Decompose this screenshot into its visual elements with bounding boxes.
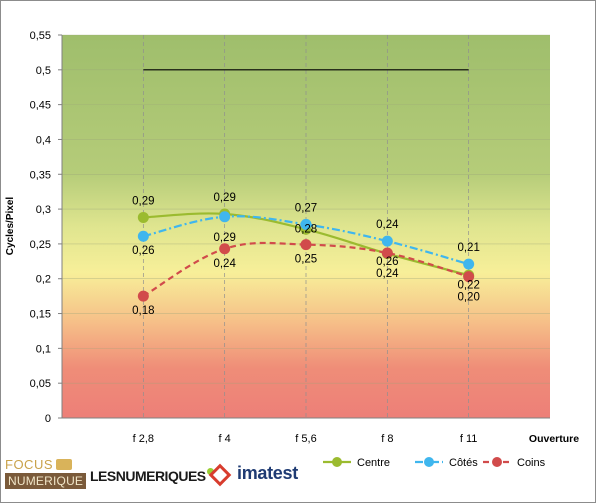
imatest-logo-text: imatest	[237, 463, 298, 483]
y-tick-label: 0,5	[36, 65, 51, 77]
data-label-layer: 0,29 0,26 0,18 0,29 0,29 0,24 0,27 0,28 0,25 0,24…	[132, 192, 480, 317]
data-label: 0,21	[457, 242, 479, 254]
legend-marker-centre	[332, 457, 342, 467]
data-label: 0,29	[213, 232, 235, 244]
data-point-coins	[381, 247, 393, 259]
logo-strip: FOCUS NUMERIQUE LESNUMERIQUES imatest	[1, 451, 331, 501]
data-point-cotes	[137, 230, 149, 242]
data-point-cotes	[381, 235, 393, 247]
data-point-cotes	[463, 258, 475, 270]
axis-layer: 0 0,05 0,1 0,15 0,2 0,25 0,3 0,35 0,4 0,45 0,5 0,55…	[30, 30, 550, 445]
x-tick-label: f 11	[460, 433, 478, 445]
data-point-cotes	[219, 211, 231, 223]
data-point-coins	[137, 290, 149, 302]
data-point-centre	[137, 211, 149, 223]
data-label: 0,24	[376, 219, 399, 231]
data-label: 0,18	[132, 305, 154, 317]
x-tick-label: f 8	[381, 433, 393, 445]
data-point-coins	[219, 243, 231, 255]
numerique-logo-text: NUMERIQUE	[5, 473, 87, 489]
x-tick-label: f 2,8	[133, 433, 154, 445]
data-label: 0,29	[213, 192, 235, 204]
data-label: 0,24	[213, 258, 236, 270]
x-axis-label: Ouverture	[529, 433, 579, 445]
y-tick-label: 0,05	[30, 378, 51, 390]
data-label: 0,29	[132, 195, 154, 207]
lesnumeriques-logo-text: LESNUMERIQUES	[90, 468, 206, 484]
focus-logo-text: FOCUS	[5, 457, 53, 472]
y-tick-label: 0,3	[36, 204, 51, 216]
data-point-cotes	[300, 218, 312, 230]
data-label: 0,26	[376, 256, 398, 268]
legend-label-cotes: Côtés	[449, 457, 478, 469]
y-tick-label: 0	[45, 413, 51, 425]
focus-numerique-logo: FOCUS NUMERIQUE	[5, 457, 87, 489]
y-axis-label: Cycles/Pixel	[5, 197, 16, 256]
data-label: 0,24	[376, 268, 399, 280]
camera-icon	[56, 459, 72, 470]
data-label: 0,20	[457, 292, 479, 304]
x-tick-label: f 4	[219, 433, 231, 445]
legend-marker-cotes	[424, 457, 434, 467]
lesnumeriques-logo: LESNUMERIQUES	[90, 468, 214, 484]
legend-marker-coins	[492, 457, 502, 467]
y-tick-label: 0,25	[30, 239, 51, 251]
y-tick-label: 0,1	[36, 343, 51, 355]
legend-label-coins: Coins	[517, 457, 546, 469]
y-tick-label: 0,45	[30, 100, 51, 112]
y-tick-label: 0,15	[30, 309, 51, 321]
green-dot-icon	[206, 468, 214, 475]
y-tick-label: 0,35	[30, 169, 51, 181]
data-point-coins	[463, 271, 475, 283]
y-tick-label: 0,4	[36, 134, 51, 146]
data-point-coins	[300, 239, 312, 251]
data-label: 0,27	[295, 202, 317, 214]
legend: Centre Côtés Coins	[323, 457, 546, 469]
legend-label-centre: Centre	[357, 457, 390, 469]
data-label: 0,26	[132, 245, 154, 257]
data-label: 0,25	[295, 254, 317, 266]
series-layer	[137, 208, 475, 302]
y-tick-label: 0,55	[30, 30, 51, 42]
data-label: 0,28	[295, 223, 317, 235]
y-tick-label: 0,2	[36, 274, 51, 286]
data-label: 0,22	[457, 280, 479, 292]
series-line-coins	[142, 241, 469, 298]
x-tick-label: f 5,6	[295, 433, 316, 445]
